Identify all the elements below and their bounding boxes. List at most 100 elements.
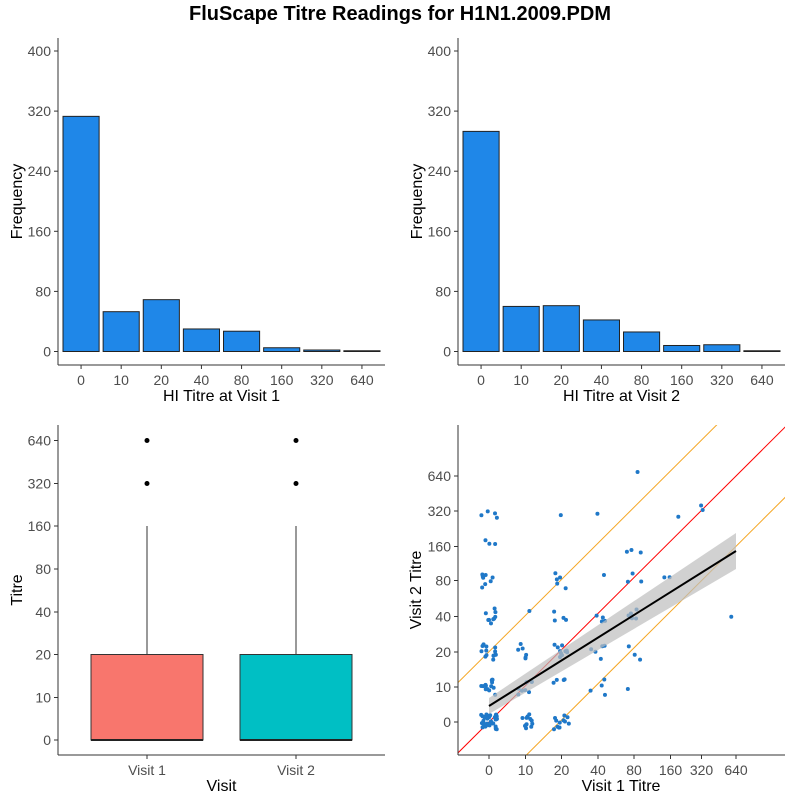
scatter-point <box>493 645 498 650</box>
scatter-x-tick-label: 320 <box>690 762 714 778</box>
box-visit2 <box>239 654 353 741</box>
scatter-point <box>553 715 558 720</box>
box-y-tick-label: 80 <box>35 561 51 577</box>
hist-v1-y-tick-label: 80 <box>35 283 51 299</box>
hist-v1-x-tick-label: 10 <box>113 372 129 388</box>
scatter-point <box>493 652 498 657</box>
scatter-point <box>518 642 523 647</box>
scatter-point <box>551 727 556 732</box>
scatter-point <box>699 503 704 508</box>
hist-v2-bar <box>542 305 580 352</box>
scatter-point <box>490 677 495 682</box>
scatter-point <box>635 470 640 475</box>
hist-v1-y-tick-label: 240 <box>28 163 52 179</box>
scatter-point <box>483 611 488 616</box>
scatter-point <box>479 649 484 654</box>
scatter-point <box>488 621 493 626</box>
hist-v2-bar <box>703 344 741 352</box>
hist-v2-y-tick-label: 0 <box>443 344 451 360</box>
scatter-point <box>485 509 490 514</box>
scatter-point <box>551 680 556 685</box>
scatter-point <box>632 652 637 657</box>
scatter-point <box>481 718 486 723</box>
scatter-point <box>487 541 492 546</box>
scatter-point <box>552 618 557 623</box>
hist-v1-bar <box>142 299 180 353</box>
scatter-point <box>555 724 560 729</box>
scatter-point <box>484 648 489 653</box>
scatter-point <box>483 582 488 587</box>
scatter-panel: 0 10 20 40 80 160 320 640 0 10 20 40 80 160 320 640 Visi… <box>408 425 785 795</box>
scatter-point <box>483 687 488 692</box>
hist-v1-bar <box>263 347 301 352</box>
scatter-point <box>553 571 558 576</box>
hist-v2-y-axis-label: Frequency <box>409 164 426 240</box>
box-outlier-point <box>144 481 150 486</box>
hist-v1-y-tick-label: 0 <box>43 344 51 360</box>
scatter-point <box>525 714 530 719</box>
scatter-point <box>523 723 528 728</box>
scatter-y-tick-label: 320 <box>428 503 452 519</box>
box-x-axis-label: Visit <box>207 778 237 795</box>
scatter-point <box>493 511 498 516</box>
scatter-point <box>488 579 493 584</box>
scatter-point <box>638 550 643 555</box>
scatter-point <box>598 656 603 661</box>
histogram-visit2-panel: 0 80 160 240 320 400 0 10 20 40 80 160 320 640 HI Titr… <box>409 38 785 405</box>
scatter-y-tick-label: 160 <box>428 539 452 555</box>
scatter-point <box>486 618 491 623</box>
scatter-point <box>729 614 734 619</box>
box-y-tick-label: 20 <box>35 647 51 663</box>
scatter-x-tick-label: 80 <box>626 762 642 778</box>
hist-v2-x-axis-label: HI Titre at Visit 2 <box>563 388 680 405</box>
box-y-tick-label: 640 <box>28 433 52 449</box>
scatter-point <box>639 579 644 584</box>
scatter-x-tick-label: 20 <box>554 762 570 778</box>
scatter-point <box>485 716 490 721</box>
scatter-point <box>558 575 563 580</box>
scatter-point <box>557 720 562 725</box>
hist-v1-x-tick-label: 160 <box>270 372 294 388</box>
box-y-axis-label: Titre <box>9 574 26 606</box>
scatter-point <box>494 515 499 520</box>
hist-v2-x-tick-label: 40 <box>594 372 610 388</box>
scatter-point <box>676 514 681 519</box>
box-y-tick-label: 320 <box>28 476 52 492</box>
scatter-y-tick-label: 40 <box>435 609 451 625</box>
hist-v1-x-axis-label: HI Titre at Visit 1 <box>163 388 280 405</box>
scatter-point <box>490 575 495 580</box>
fit-line <box>488 550 737 707</box>
scatter-point <box>493 610 498 615</box>
hist-v1-x-tick-label: 80 <box>234 372 250 388</box>
hist-v2-x-tick-label: 640 <box>750 372 774 388</box>
hist-v2-x-tick-label: 80 <box>634 372 650 388</box>
scatter-point <box>555 645 560 650</box>
hist-v1-y-tick-label: 400 <box>28 43 52 59</box>
scatter-x-tick-label: 640 <box>724 762 748 778</box>
box-visit1 <box>90 654 204 741</box>
scatter-point <box>554 677 559 682</box>
hist-v2-bar <box>462 130 500 352</box>
hist-v2-y-tick-label: 160 <box>428 223 452 239</box>
boxplot-panel: 0 10 20 40 80 160 320 640 Visit 1 Visit 2 Visit Tit… <box>9 425 385 795</box>
scatter-y-tick-label: 10 <box>435 679 451 695</box>
hist-v1-bar <box>223 330 261 352</box>
box-x-tick-label: Visit 1 <box>128 762 166 778</box>
scatter-point <box>493 726 498 731</box>
scatter-point <box>558 513 563 518</box>
box-outlier-point <box>144 438 150 443</box>
scatter-point <box>530 721 535 726</box>
hist-v1-x-tick-label: 640 <box>350 372 374 388</box>
scatter-point <box>483 538 488 543</box>
scatter-point <box>493 649 498 654</box>
hist-v2-bar <box>582 319 620 353</box>
hist-v2-y-tick-label: 240 <box>428 163 452 179</box>
scatter-point <box>552 609 557 614</box>
scatter-point <box>487 688 492 693</box>
fourfold-upper-line <box>458 425 718 684</box>
scatter-point <box>562 677 567 682</box>
scatter-x-tick-label: 160 <box>659 762 683 778</box>
scatter-x-tick-label: 10 <box>518 762 534 778</box>
